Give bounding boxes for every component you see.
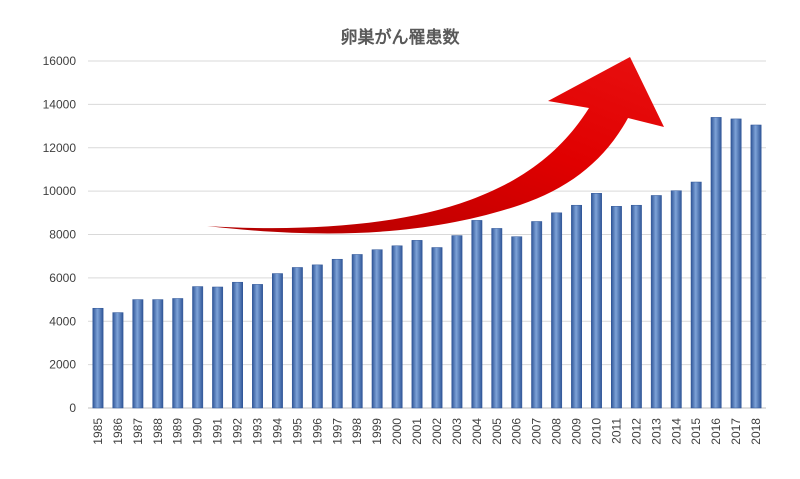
x-tick-label: 1992: [231, 418, 245, 445]
x-tick-label: 1987: [131, 418, 145, 445]
bar-2015: [690, 181, 702, 409]
bar-1996: [311, 264, 323, 409]
gridlines: [88, 60, 766, 409]
bar-1985: [92, 307, 104, 409]
bar-1993: [252, 284, 263, 409]
x-axis-ticks: 1985 1986 1987 1988 1989 1990 1991 1992 1993 1994…: [91, 418, 763, 445]
bar-2002: [431, 247, 443, 409]
x-tick-label: 2017: [729, 418, 743, 445]
x-tick-label: 1999: [370, 418, 384, 445]
x-tick-label: 2009: [570, 418, 584, 445]
x-tick-label: 1996: [310, 418, 324, 445]
y-tick-label: 0: [69, 401, 76, 415]
x-tick-label: 2014: [669, 418, 683, 445]
x-tick-label: 2003: [450, 418, 464, 445]
x-tick-label: 2000: [390, 418, 404, 445]
x-tick-label: 1989: [171, 418, 185, 445]
x-tick-label: 2007: [530, 418, 544, 445]
bar-2018: [750, 124, 762, 409]
bar-1998: [351, 254, 363, 409]
y-tick-label: 6000: [49, 271, 76, 285]
x-tick-label: 1985: [91, 418, 105, 445]
bar-2010: [591, 193, 602, 409]
x-tick-label: 1997: [330, 418, 344, 445]
bar-1988: [152, 299, 164, 409]
x-tick-label: 1991: [211, 418, 225, 445]
bar-2014: [670, 190, 682, 409]
trend-arrow-annotation: [207, 57, 664, 234]
x-tick-label: 2001: [410, 418, 424, 445]
bar-1990: [192, 286, 204, 409]
x-tick-label: 1995: [290, 418, 304, 445]
x-tick-label: 2004: [470, 418, 484, 445]
bar-1987: [132, 299, 144, 409]
bar-1997: [331, 258, 343, 409]
x-tick-label: 2010: [590, 418, 604, 445]
y-tick-label: 10000: [43, 184, 77, 198]
x-tick-label: 1986: [111, 418, 125, 445]
x-tick-label: 2008: [550, 418, 564, 445]
x-tick-label: 2018: [749, 418, 763, 445]
y-axis-ticks: 0 2000 4000 6000 8000 10000 12000 14000 16000: [43, 54, 77, 415]
chart-title: 卵巣がん罹患数: [341, 27, 461, 48]
bar-2000: [391, 245, 403, 409]
x-tick-label: 1993: [251, 418, 265, 445]
x-tick-label: 2002: [430, 418, 444, 445]
y-tick-label: 4000: [49, 314, 76, 328]
bar-2017: [730, 118, 742, 409]
bar-1999: [371, 249, 383, 409]
bar-1986: [112, 312, 124, 409]
bar-1995: [291, 267, 303, 409]
y-tick-label: 16000: [43, 54, 77, 68]
x-tick-label: 2005: [490, 418, 504, 445]
bar-2007: [531, 221, 543, 409]
x-tick-label: 2013: [649, 418, 663, 445]
x-tick-label: 2006: [510, 418, 524, 445]
y-tick-label: 12000: [43, 141, 77, 155]
y-tick-label: 14000: [43, 97, 77, 111]
x-tick-label: 2016: [709, 418, 723, 445]
x-tick-label: 1998: [350, 418, 364, 445]
x-tick-label: 1994: [270, 418, 284, 445]
bar-2004: [471, 220, 483, 409]
bar-2013: [650, 195, 662, 409]
bar-2008: [551, 212, 563, 409]
bar-2001: [411, 240, 423, 409]
bar-1989: [172, 298, 184, 409]
y-tick-label: 8000: [49, 228, 76, 242]
bar-2012: [630, 204, 642, 409]
bar-2006: [511, 236, 523, 409]
bar-2005: [491, 228, 503, 409]
bar-2011: [611, 206, 622, 409]
x-tick-label: 2011: [609, 418, 623, 444]
bar-1991: [212, 286, 224, 409]
bar-2016: [710, 117, 722, 409]
y-tick-label: 2000: [49, 358, 76, 372]
x-tick-label: 2012: [629, 418, 643, 445]
bar-2003: [451, 235, 463, 409]
bar-1992: [232, 281, 243, 409]
x-tick-label: 1990: [191, 418, 205, 445]
x-tick-label: 1988: [151, 418, 165, 445]
bar-2009: [571, 204, 582, 409]
bar-1994: [272, 273, 283, 409]
bars: [92, 117, 762, 409]
x-tick-label: 2015: [689, 418, 703, 445]
